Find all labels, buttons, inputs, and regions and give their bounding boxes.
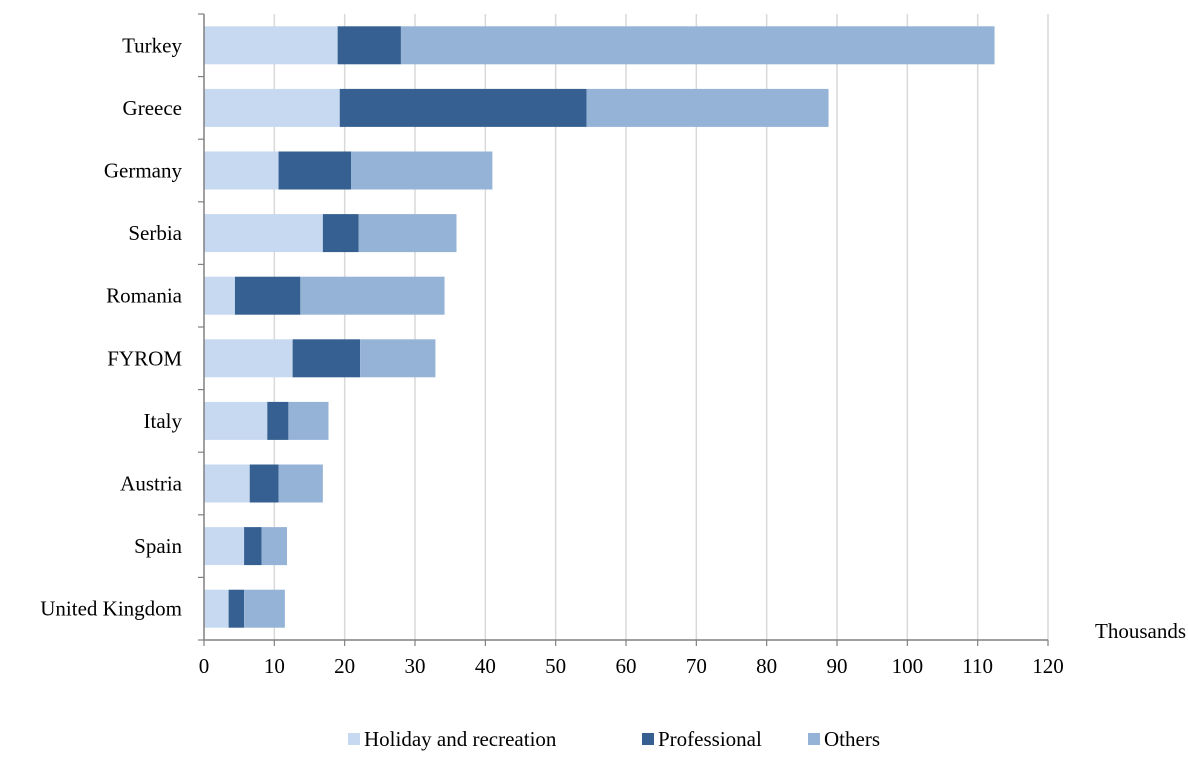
bar-segment xyxy=(292,339,361,378)
category-label: Austria xyxy=(120,472,183,496)
legend-label: Others xyxy=(824,727,880,751)
bar-segment xyxy=(204,339,293,378)
bar-segment xyxy=(204,214,323,253)
legend: Holiday and recreation Professional Others xyxy=(348,727,880,751)
bar-segment xyxy=(204,464,250,503)
bar-segment xyxy=(204,527,245,566)
bar-segment xyxy=(360,339,436,378)
category-label: Spain xyxy=(134,534,182,558)
bar-segment xyxy=(400,26,995,65)
bar-segment xyxy=(228,589,245,628)
x-tick-label: 100 xyxy=(892,654,924,678)
bar-segment xyxy=(337,26,401,65)
bar-segment xyxy=(204,589,229,628)
legend-swatch xyxy=(808,733,820,745)
x-axis-unit-label: Thousands xyxy=(1095,619,1186,643)
bar-segment xyxy=(244,527,262,566)
category-label: Serbia xyxy=(128,221,182,245)
x-tick-label: 50 xyxy=(545,654,566,678)
bar-segment xyxy=(278,464,323,503)
category-label: Greece xyxy=(123,96,182,120)
bar-segment xyxy=(204,401,268,440)
x-tick-label: 80 xyxy=(756,654,777,678)
category-label: Romania xyxy=(106,284,182,308)
legend-label: Holiday and recreation xyxy=(364,727,557,751)
bar-segment xyxy=(358,214,457,253)
bar-segment xyxy=(300,276,445,315)
x-tick-label: 20 xyxy=(334,654,355,678)
x-tick-label: 40 xyxy=(475,654,496,678)
bar-segment xyxy=(204,26,338,65)
bar-segment xyxy=(288,401,329,440)
x-tick-label: 60 xyxy=(616,654,637,678)
category-label: Italy xyxy=(144,409,183,433)
legend-label: Professional xyxy=(658,727,762,751)
category-label: United Kingdom xyxy=(40,597,182,621)
legend-swatch xyxy=(348,733,360,745)
bars xyxy=(204,26,995,628)
bar-segment xyxy=(244,589,285,628)
bar-segment xyxy=(234,276,301,315)
x-tick-label: 90 xyxy=(827,654,848,678)
x-tick-label: 0 xyxy=(199,654,210,678)
axes xyxy=(198,13,1049,646)
x-tick-label: 70 xyxy=(686,654,707,678)
legend-swatch xyxy=(642,733,654,745)
bar-segment xyxy=(204,276,235,315)
bar-segment xyxy=(278,151,351,190)
category-label: Germany xyxy=(104,159,183,183)
bar-segment xyxy=(267,401,289,440)
x-tick-label: 10 xyxy=(264,654,285,678)
category-labels: Turkey Greece Germany Serbia Romania FYROM Ita… xyxy=(40,33,182,620)
bar-segment xyxy=(204,151,279,190)
x-tick-label: 30 xyxy=(405,654,426,678)
category-label: Turkey xyxy=(122,33,182,57)
bar-segment xyxy=(249,464,279,503)
category-label: FYROM xyxy=(107,346,182,370)
bar-segment xyxy=(339,88,587,127)
x-tick-label: 120 xyxy=(1032,654,1064,678)
bar-segment xyxy=(350,151,493,190)
x-tick-label: 110 xyxy=(962,654,993,678)
bar-segment xyxy=(261,527,287,566)
bar-segment xyxy=(322,214,359,253)
bar-segment xyxy=(204,88,340,127)
bar-segment xyxy=(586,88,829,127)
x-tick-labels: 0 10 20 30 40 50 60 70 80 90 100 110 120 xyxy=(199,654,1064,678)
